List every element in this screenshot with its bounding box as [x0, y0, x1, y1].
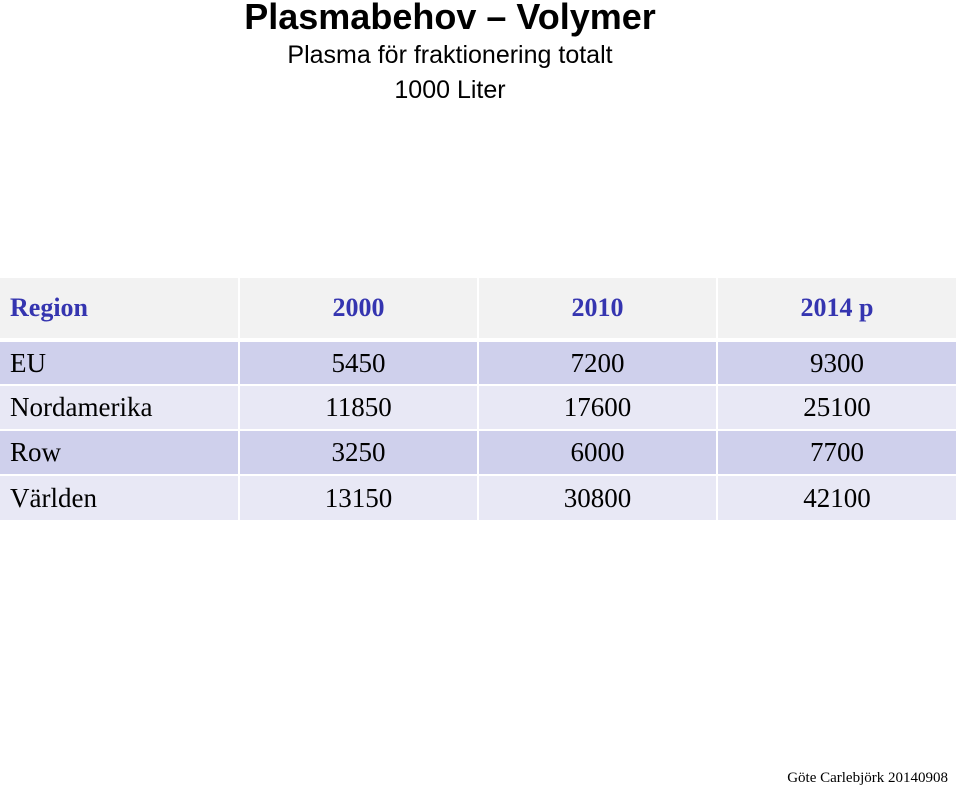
table-cell: 42100	[718, 476, 956, 520]
table-cell: 25100	[718, 386, 956, 429]
table-cell: 7200	[479, 342, 716, 384]
header-cell: 2014 p	[718, 278, 956, 338]
table-cell: 30800	[479, 476, 716, 520]
header-cell: 2000	[240, 278, 477, 338]
table-cell: Row	[0, 431, 238, 474]
table-cell: Världen	[0, 476, 238, 520]
table-cell: 13150	[240, 476, 477, 520]
table-cell: 9300	[718, 342, 956, 384]
table-cell: 17600	[479, 386, 716, 429]
subtitle: Plasma för fraktionering totalt	[287, 41, 613, 69]
table-cell: 7700	[718, 431, 956, 474]
table-cell: Nordamerika	[0, 386, 238, 429]
unit: 1000 Liter	[394, 76, 506, 104]
header-cell: 2010	[479, 278, 716, 338]
table-cell: EU	[0, 342, 238, 384]
table-cell: 5450	[240, 342, 477, 384]
title: Plasmabehov – Volymer	[244, 0, 656, 37]
header-cell: Region	[0, 278, 238, 338]
table-cell: 6000	[479, 431, 716, 474]
table-cell: 11850	[240, 386, 477, 429]
footer: Göte Carlebjörk 20140908	[787, 770, 948, 786]
table-cell: 3250	[240, 431, 477, 474]
